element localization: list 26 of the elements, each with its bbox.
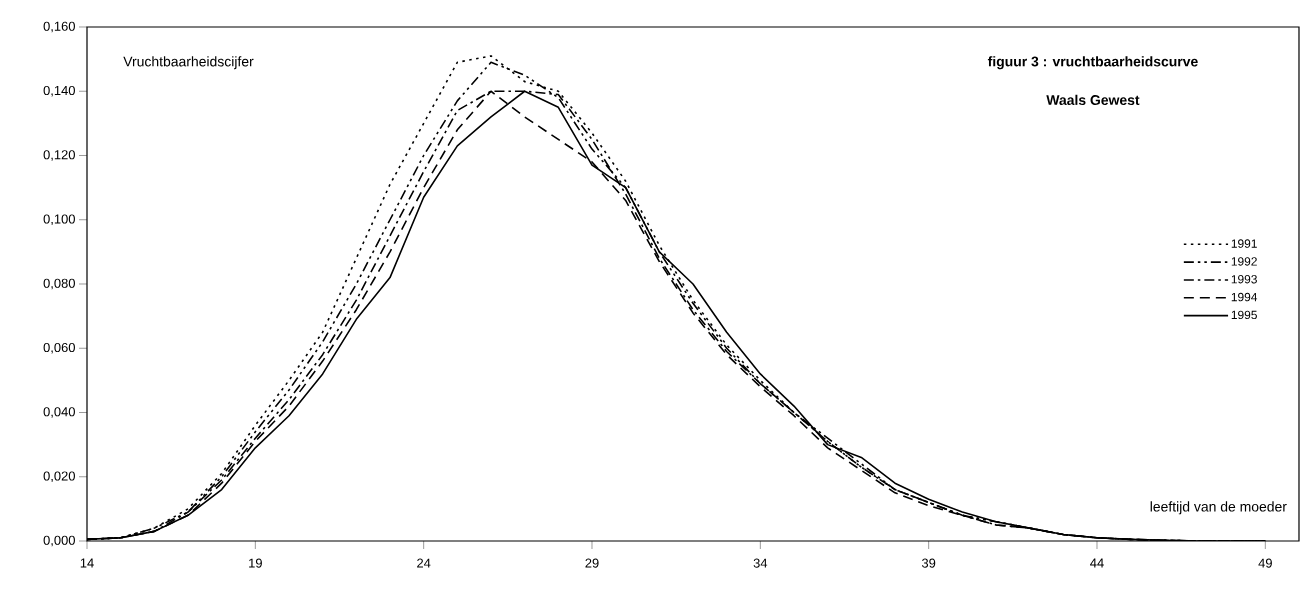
x-tick-label: 29 <box>585 558 599 568</box>
x-tick-label: 49 <box>1258 558 1272 568</box>
x-tick-label: 39 <box>921 558 936 568</box>
legend-label: 1993 <box>1231 275 1257 284</box>
x-tick-label: 24 <box>417 558 431 568</box>
text: Waals Gewest <box>1046 94 1140 106</box>
y-tick-label: 0,020 <box>43 471 75 483</box>
x-tick-label: 14 <box>80 558 94 568</box>
x-axis-title: leeftijd van de moeder <box>1150 501 1287 515</box>
text: figuur 3 : vruchtbaarheidscurve <box>987 56 1198 70</box>
y-tick-label: 0,060 <box>43 342 75 354</box>
y-tick-label: 0,040 <box>43 407 75 418</box>
x-tick-label: 44 <box>1090 558 1104 568</box>
y-tick-label: 0,080 <box>43 278 75 290</box>
y-tick-label: 0,140 <box>43 85 75 97</box>
legend-label: 1992 <box>1231 257 1257 266</box>
legend-label: 1994 <box>1231 292 1258 302</box>
legend-label: 1995 <box>1231 310 1257 320</box>
y-tick-label: 0,120 <box>43 150 75 161</box>
y-tick-label: 0,100 <box>43 214 75 226</box>
legend-label: 1991 <box>1231 239 1257 248</box>
x-tick-label: 19 <box>249 558 262 568</box>
y-tick-label: 0,000 <box>43 535 75 547</box>
x-tick-label: 34 <box>753 558 768 568</box>
y-axis-title: Vruchtbaarheidscijfer <box>123 56 254 70</box>
y-tick-label: 0,160 <box>43 21 75 33</box>
